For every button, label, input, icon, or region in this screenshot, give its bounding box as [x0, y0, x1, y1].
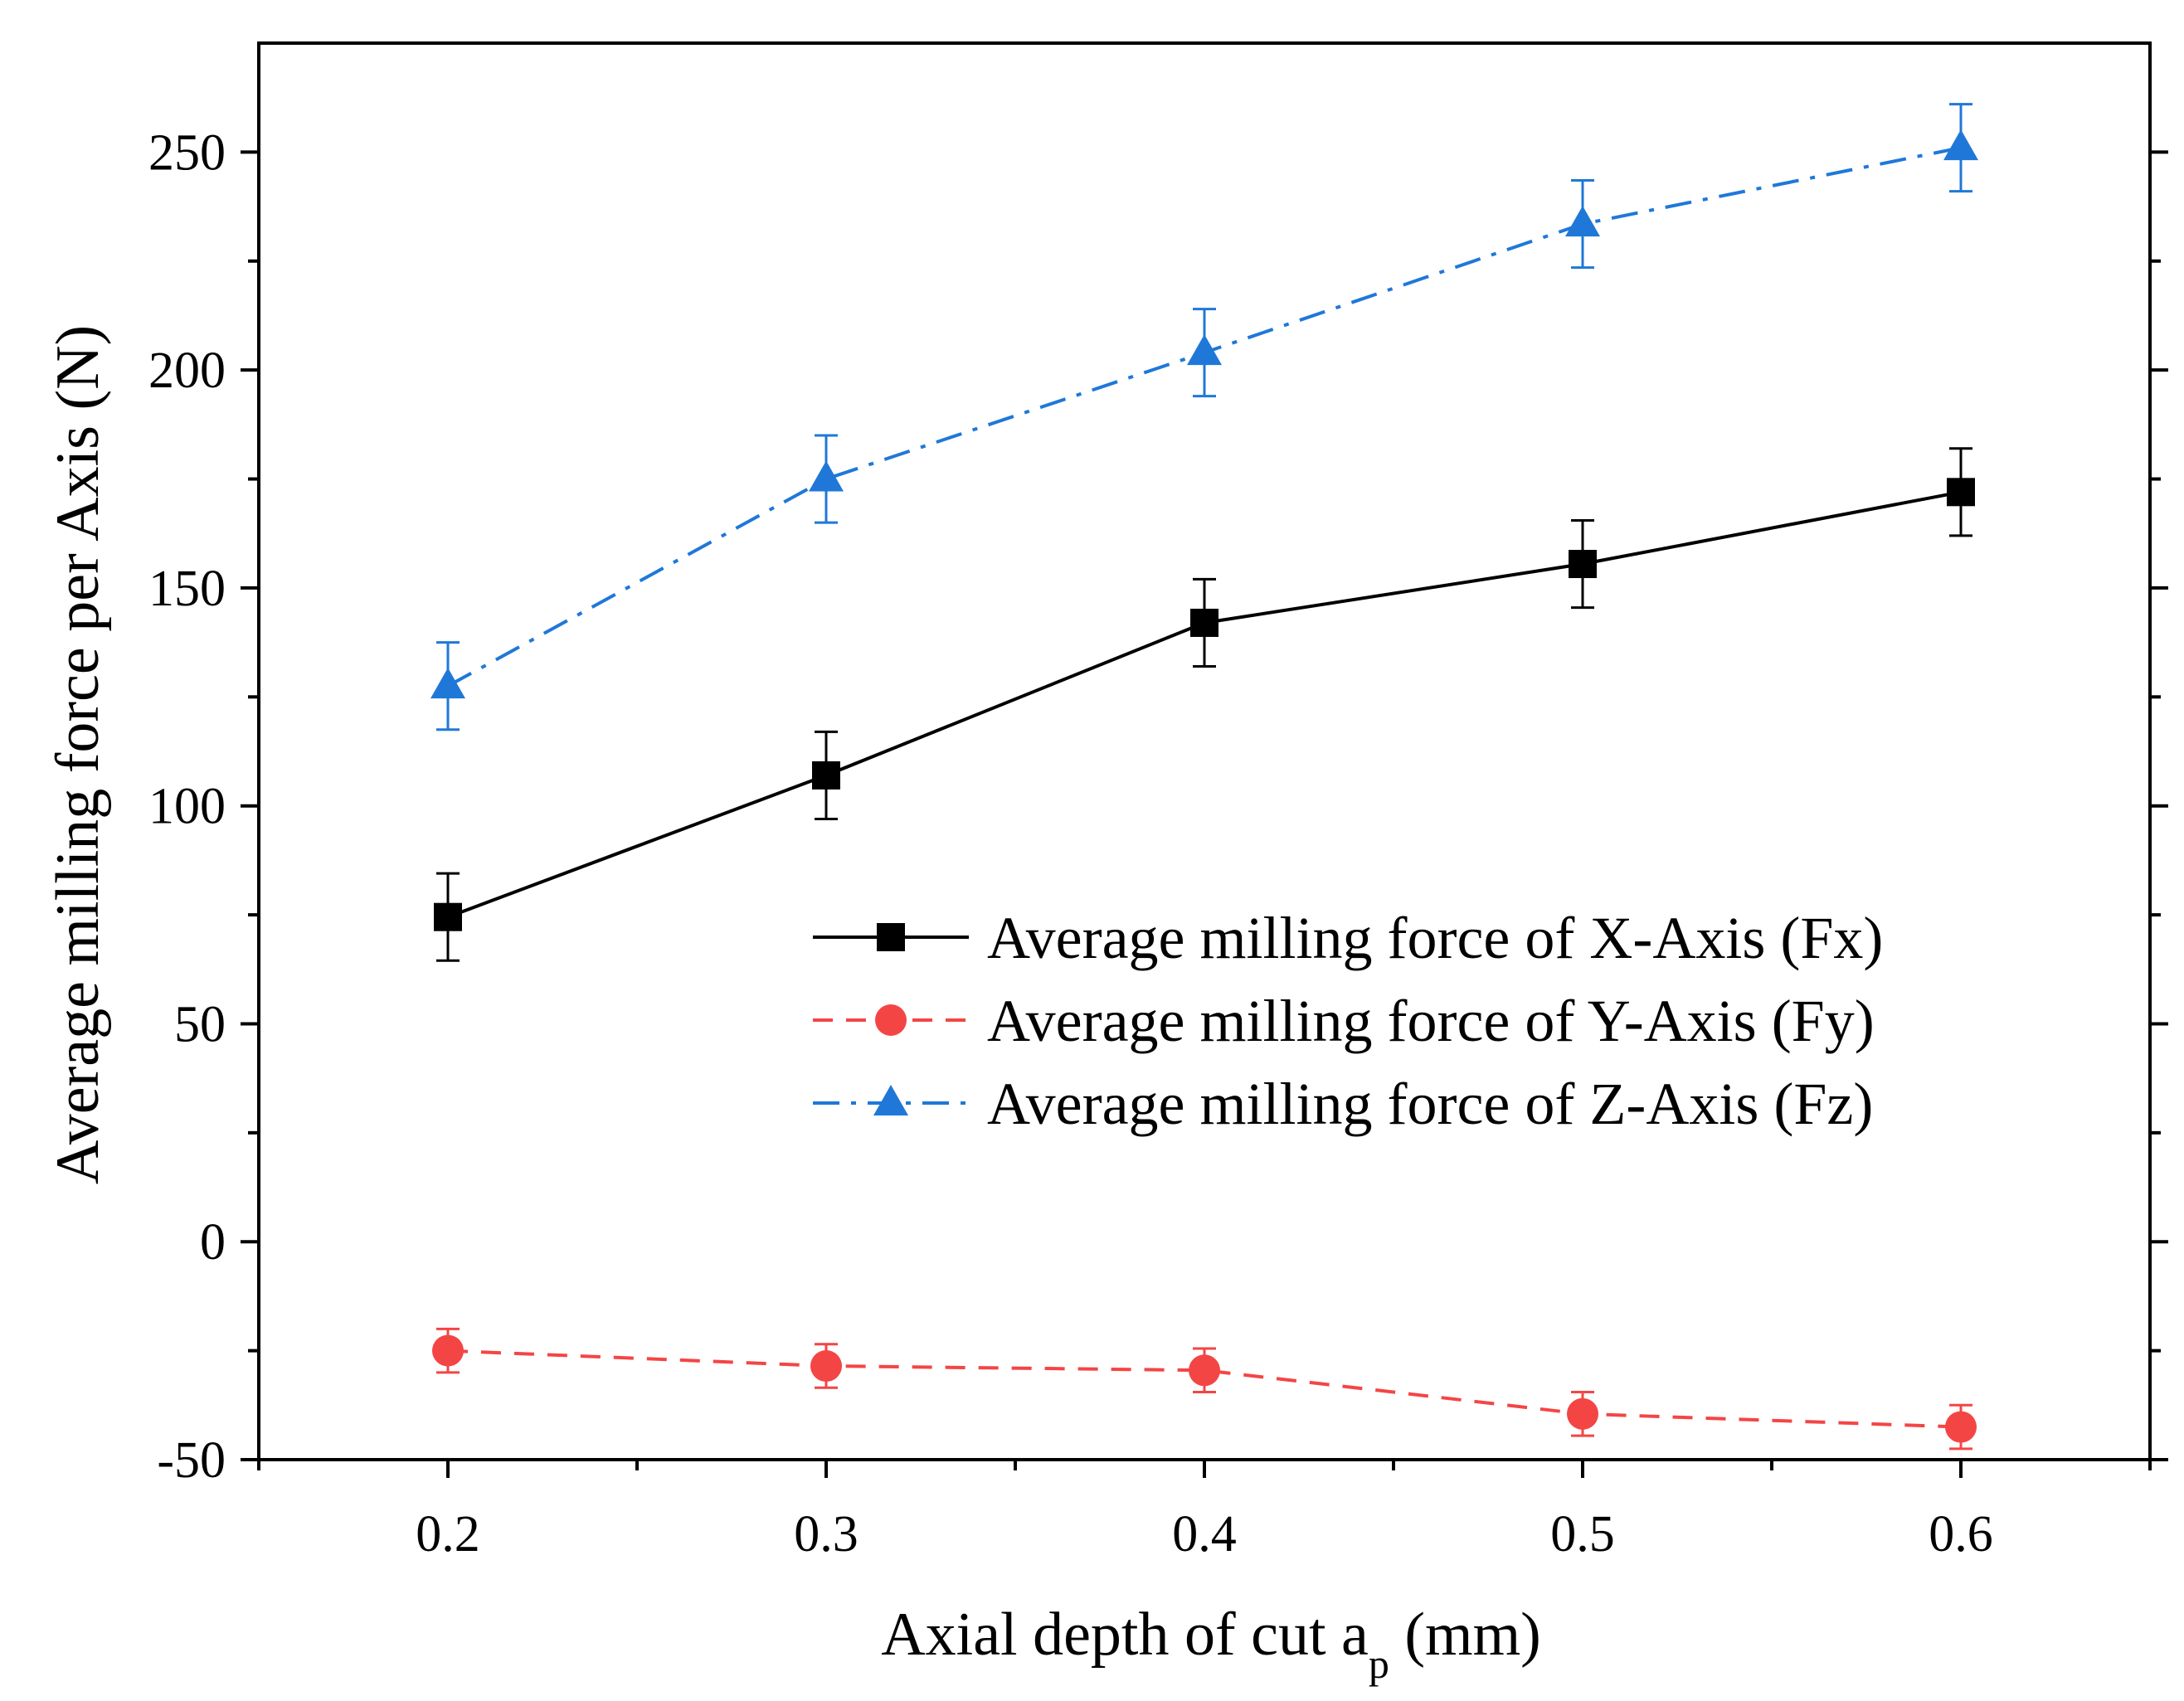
- legend-marker: [875, 1004, 907, 1036]
- x-tick-label: 0.2: [416, 1506, 480, 1562]
- data-point: [1567, 1397, 1598, 1430]
- x-axis-ticks: 0.2 0.3 0.4 0.5 0.6: [257, 1460, 2152, 1562]
- x-axis-title: Axial depth of cut ap (mm): [881, 1601, 1541, 1687]
- y-tick-label: 100: [148, 779, 226, 835]
- y-axis-title: Average milling force per Axis (N): [44, 325, 112, 1184]
- y-tick-label: 0: [200, 1214, 226, 1271]
- y-axis-ticks: -50 0 50 100 150 200 250: [148, 124, 2168, 1489]
- data-point: [809, 460, 844, 492]
- x-tick-label: 0.3: [794, 1506, 859, 1562]
- plot-frame: [257, 41, 2152, 1461]
- data-point: [1190, 608, 1218, 637]
- data-point: [1565, 206, 1600, 237]
- legend-label: Average milling force of Z-Axis (Fz): [987, 1071, 1873, 1137]
- series-line: [447, 490, 1962, 919]
- x-tick-label: 0.6: [1929, 1506, 1993, 1562]
- legend-label: Average milling force of X-Axis (Fx): [987, 905, 1883, 971]
- plot-area-border: [257, 41, 2152, 1461]
- y-tick-label: 200: [148, 343, 226, 399]
- data-point: [1943, 129, 1978, 161]
- y-tick-label: 50: [174, 996, 226, 1052]
- y-tick-label: 150: [148, 561, 226, 617]
- y-tick-label: 250: [148, 124, 226, 181]
- legend-marker: [877, 923, 905, 951]
- series-3: [430, 103, 1978, 731]
- legend-item-3: Average milling force of Z-Axis (Fz): [813, 1071, 1873, 1137]
- data-point: [810, 1350, 842, 1383]
- series-2: [432, 1327, 1977, 1451]
- data-point: [1187, 334, 1222, 366]
- legend-label: Average milling force of Y-Axis (Fy): [987, 988, 1875, 1054]
- legend-item-1: Average milling force of X-Axis (Fx): [813, 905, 1883, 971]
- data-point: [434, 902, 462, 931]
- data-point: [1569, 550, 1597, 579]
- y-tick-label: -50: [157, 1432, 226, 1489]
- x-axis-title-subscript: p: [1369, 1640, 1389, 1687]
- data-point: [1945, 1411, 1977, 1443]
- legend: Average milling force of X-Axis (Fx) Aver…: [813, 905, 1883, 1137]
- data-point: [430, 668, 465, 699]
- series-layer: [430, 103, 1978, 1451]
- data-point: [432, 1334, 464, 1367]
- data-point: [812, 761, 840, 790]
- legend-marker: [873, 1085, 908, 1115]
- series-line: [447, 1349, 1962, 1429]
- legend-item-2: Average milling force of Y-Axis (Fy): [813, 988, 1875, 1054]
- data-point: [1189, 1354, 1220, 1387]
- x-tick-label: 0.4: [1172, 1506, 1237, 1562]
- data-point: [1947, 478, 1975, 507]
- series-1: [434, 447, 1975, 962]
- x-tick-label: 0.5: [1550, 1506, 1615, 1562]
